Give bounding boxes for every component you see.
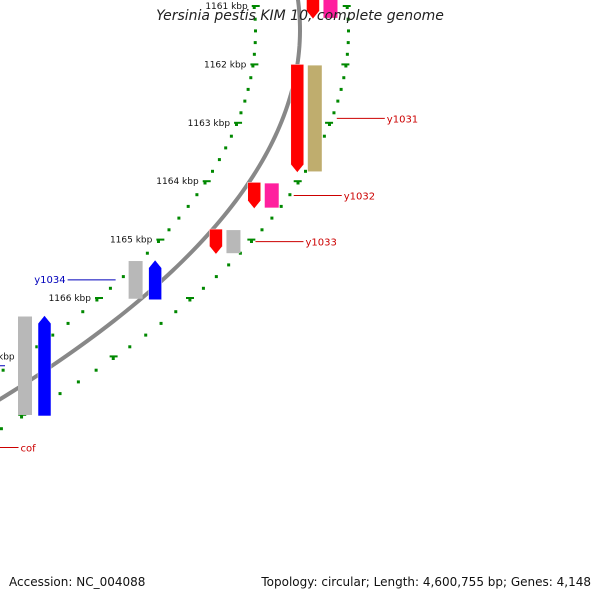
gene-feature-bar (128, 261, 143, 299)
ruler-dot-right (327, 123, 331, 126)
gene-label: y1032 (344, 192, 375, 203)
ruler-dot-left (243, 99, 247, 103)
ruler-dot-right (346, 41, 350, 45)
ruler-dot-right (201, 286, 205, 290)
ruler-dot-left (253, 29, 257, 33)
ruler-dot-right (296, 181, 300, 185)
ruler-dot-left (203, 181, 207, 185)
genome-summary-text: Topology: circular; Length: 4,600,755 bp… (261, 575, 591, 589)
accession-text: Accession: NC_004088 (9, 575, 146, 589)
ruler-dot-left (81, 310, 85, 314)
ruler-dot-left (177, 216, 181, 220)
ruler-tick-label: 1167 kbp (0, 352, 15, 362)
ruler-dot-right (111, 357, 115, 360)
ruler-dot-right (339, 87, 343, 91)
ruler-dot-left (51, 333, 55, 337)
ruler-dot-right (288, 193, 292, 197)
ruler-dot-left (229, 134, 233, 138)
ruler-dot-right (345, 52, 349, 56)
ruler-dot-right (346, 17, 350, 21)
gene-feature-bar (307, 65, 322, 172)
ruler-dot-right (336, 99, 340, 103)
ruler-dot-left (167, 228, 171, 232)
ruler-dot-right (76, 380, 80, 384)
ruler-dot-left (251, 64, 255, 68)
ruler-dot-right (344, 64, 348, 68)
gene-feature-bar (323, 0, 338, 18)
ruler-tick-label: 1161 kbp (205, 2, 248, 12)
ruler-dot-right (174, 310, 178, 314)
ruler-tick-label: 1164 kbp (156, 177, 199, 187)
gene-label: y1034 (34, 275, 65, 286)
ruler-dot-right (260, 228, 264, 232)
genome-backbone (0, 0, 303, 402)
ruler-dot-right (188, 298, 192, 302)
ruler-dot-right (345, 6, 349, 9)
ruler-dot-left (217, 158, 221, 162)
ruler-dot-right (159, 321, 163, 325)
ruler-dot-right (214, 275, 218, 279)
ruler-dot-right (144, 333, 148, 337)
ruler-dot-right (249, 240, 253, 243)
gene-arrow (247, 182, 261, 210)
ruler-dot-right (332, 111, 336, 115)
ruler-dot-left (252, 6, 256, 9)
gene-label: y1033 (305, 238, 336, 249)
gene-feature-bar (18, 316, 33, 415)
gene-arrow (290, 64, 305, 173)
ruler-dot-left (66, 321, 70, 325)
ruler-dot-left (253, 41, 257, 45)
ruler-dot-left (224, 146, 228, 150)
gene-arrow (209, 228, 223, 255)
ruler-tick-label: 1165 kbp (110, 236, 153, 246)
ruler-dot-left (253, 17, 257, 21)
gene-feature-bar (264, 183, 279, 208)
gene-arrow (148, 259, 162, 301)
ruler-dot-left (156, 240, 160, 243)
gene-label: cof (21, 444, 37, 455)
ruler-dot-left (211, 169, 215, 173)
ruler-dot-left (35, 345, 39, 349)
ruler-dot-right (128, 345, 132, 349)
gene-arrow (37, 315, 52, 417)
ruler-dot-right (279, 204, 283, 208)
ruler-dot-right (346, 29, 350, 33)
ruler-dot-right (58, 392, 62, 396)
ruler-dot-left (252, 52, 256, 56)
gene-feature-bar (226, 230, 241, 254)
ruler-dot-right (304, 169, 308, 173)
ruler-dot-left (246, 87, 250, 91)
ruler-dot-left (234, 123, 238, 126)
ruler-dot-right (0, 427, 3, 431)
ruler-dot-right (94, 368, 98, 372)
ruler-dot-left (186, 204, 190, 208)
ruler-tick-label: 1162 kbp (204, 60, 247, 70)
ruler-dot-left (239, 111, 243, 115)
ruler-dot-right (20, 415, 24, 419)
ruler-dot-left (249, 76, 253, 80)
gene-label: y1031 (387, 114, 418, 125)
ruler-dot-left (108, 286, 112, 290)
ruler-dot-right (270, 216, 274, 220)
ruler-dot-left (95, 298, 99, 302)
ruler-dot-left (1, 368, 5, 372)
ruler-dot-right (227, 263, 231, 267)
ruler-dot-left (145, 251, 149, 255)
gene-arrow (306, 0, 320, 20)
ruler-tick-label: 1166 kbp (49, 294, 92, 304)
ruler-dot-right (342, 76, 346, 80)
genome-title: Yersinia pestis KIM 10, complete genome (156, 8, 444, 24)
ruler-dot-left (195, 193, 199, 197)
ruler-dot-left (121, 275, 125, 279)
ruler-dot-right (322, 134, 326, 138)
ruler-tick-label: 1163 kbp (188, 119, 231, 129)
